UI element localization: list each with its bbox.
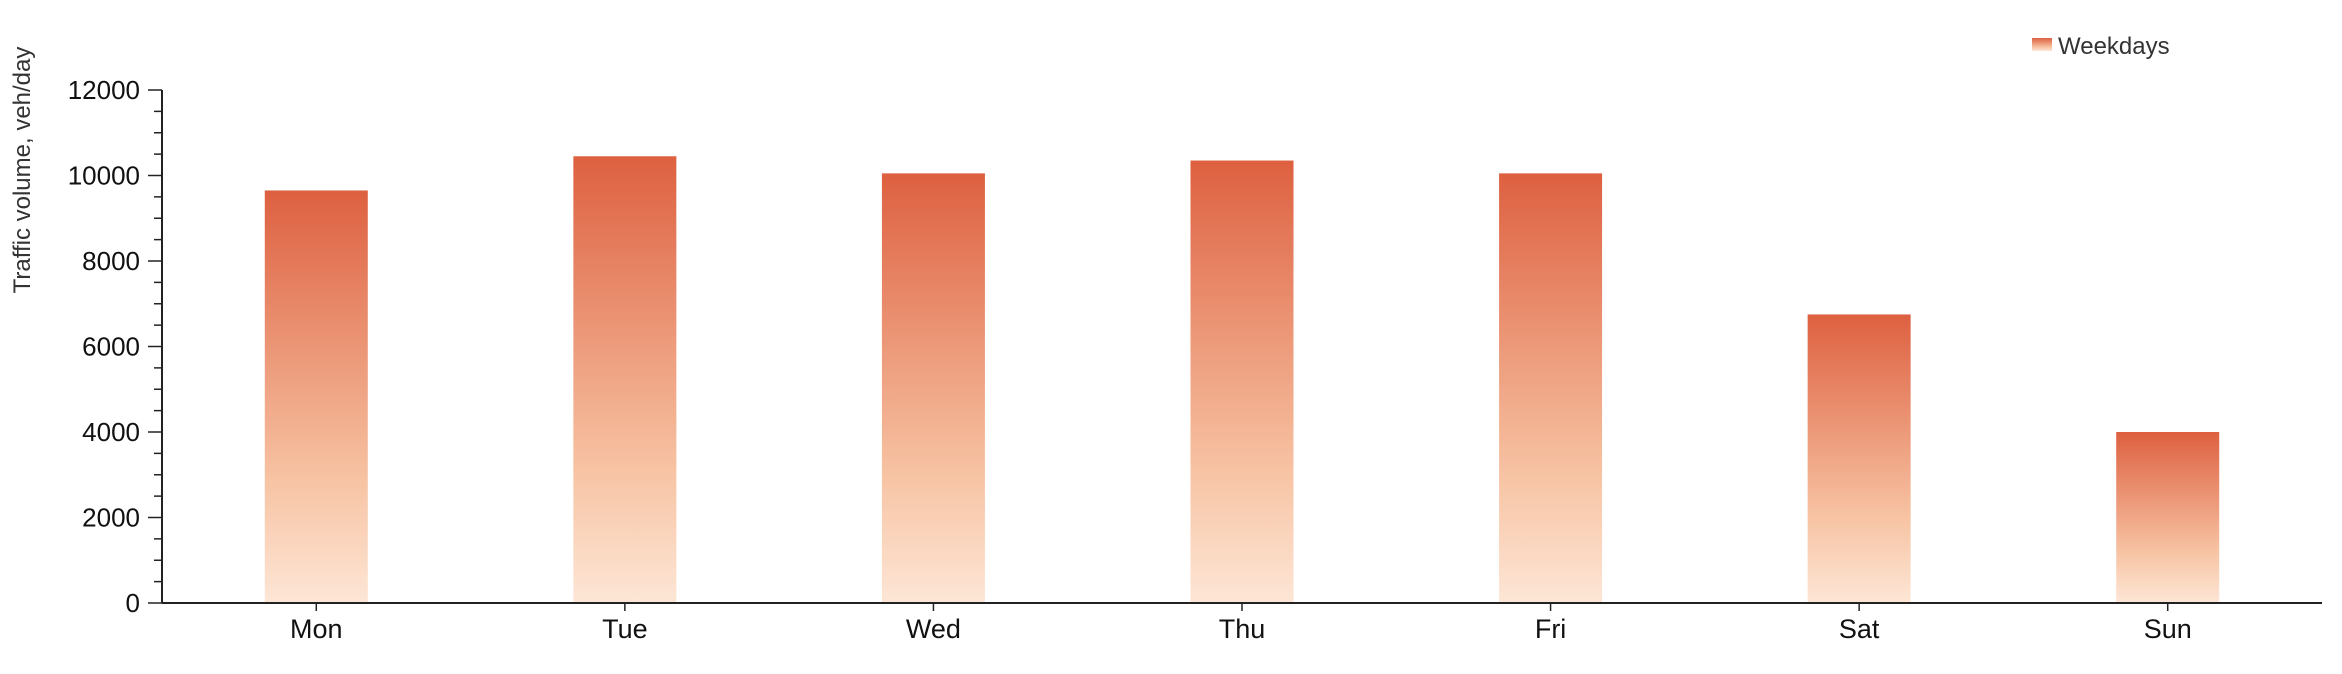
x-tick-label: Sun	[2144, 614, 2192, 644]
bar-sat	[1807, 314, 1911, 603]
y-tick-label: 4000	[82, 417, 140, 447]
bar-mon	[264, 190, 368, 603]
y-tick-label: 2000	[82, 503, 140, 533]
y-tick-label: 10000	[68, 161, 140, 191]
x-tick-label: Sat	[1839, 614, 1880, 644]
y-tick-label: 8000	[82, 246, 140, 276]
legend-swatch	[2032, 38, 2052, 51]
y-axis-label: Traffic volume, veh/day	[9, 47, 36, 294]
y-axis: 0 2000 4000 6000 8000 10000 12000	[68, 75, 163, 618]
bar-wed	[881, 173, 985, 604]
x-tick-label: Tue	[602, 614, 648, 644]
y-tick-label: 0	[126, 588, 140, 618]
bar-tue	[573, 156, 677, 603]
bar-fri	[1499, 173, 1603, 604]
x-tick-label: Wed	[906, 614, 961, 644]
bar-sun	[2116, 432, 2220, 603]
x-axis: Mon Tue Wed Thu Fri Sat Sun	[162, 602, 2322, 644]
x-tick-label: Mon	[290, 614, 343, 644]
legend-label: Weekdays	[2058, 33, 2170, 60]
x-tick-label: Fri	[1535, 614, 1566, 644]
legend: Weekdays	[2032, 33, 2170, 60]
y-tick-label: 6000	[82, 332, 140, 362]
x-tick-label: Thu	[1219, 614, 1266, 644]
bars-group	[264, 156, 2220, 604]
bar-thu	[1190, 160, 1294, 603]
y-tick-label: 12000	[68, 75, 140, 105]
